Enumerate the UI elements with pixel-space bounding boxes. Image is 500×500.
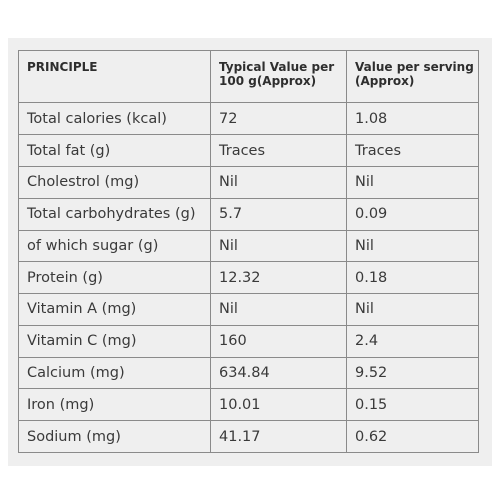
table-row: Total carbohydrates (g) 5.7 0.09 <box>18 197 479 231</box>
value-per-100g: 72 <box>210 102 347 136</box>
value-per-100g: 41.17 <box>210 420 347 453</box>
value-per-100g: Nil <box>210 293 347 326</box>
table-row: Iron (mg) 10.01 0.15 <box>18 388 479 422</box>
nutrient-name: Calcium (mg) <box>18 356 211 390</box>
table-row: Sodium (mg) 41.17 0.62 <box>18 420 479 453</box>
value-per-100g: 160 <box>210 324 347 358</box>
table-row: Cholestrol (mg) Nil Nil <box>18 165 479 199</box>
nutrition-table: PRINCIPLE Typical Value per 100 g(Approx… <box>18 49 479 453</box>
value-per-serving: 0.15 <box>346 388 479 422</box>
value-per-serving: 0.18 <box>346 261 479 295</box>
header-principle: PRINCIPLE <box>18 49 211 104</box>
header-value-per-serving: Value per serving (Approx) <box>346 49 479 104</box>
table-header-row: PRINCIPLE Typical Value per 100 g(Approx… <box>18 49 479 104</box>
table-row: Protein (g) 12.32 0.18 <box>18 261 479 295</box>
table-row: Total calories (kcal) 72 1.08 <box>18 102 479 136</box>
value-per-100g: 12.32 <box>210 261 347 295</box>
table-row: Vitamin C (mg) 160 2.4 <box>18 324 479 358</box>
nutrient-name: Protein (g) <box>18 261 211 295</box>
nutrient-name: Iron (mg) <box>18 388 211 422</box>
value-per-serving: 0.09 <box>346 197 479 231</box>
nutrient-name: Total carbohydrates (g) <box>18 197 211 231</box>
value-per-100g: 634.84 <box>210 356 347 390</box>
table-row: of which sugar (g) Nil Nil <box>18 229 479 263</box>
nutrient-name: Total fat (g) <box>18 134 211 167</box>
value-per-serving: 1.08 <box>346 102 479 136</box>
value-per-serving: Nil <box>346 165 479 199</box>
table-row: Calcium (mg) 634.84 9.52 <box>18 356 479 390</box>
nutrient-name: Vitamin A (mg) <box>18 293 211 326</box>
value-per-serving: Nil <box>346 229 479 263</box>
nutrient-name: of which sugar (g) <box>18 229 211 263</box>
value-per-100g: Nil <box>210 229 347 263</box>
value-per-serving: Nil <box>346 293 479 326</box>
value-per-100g: Nil <box>210 165 347 199</box>
nutrient-name: Sodium (mg) <box>18 420 211 453</box>
value-per-100g: 10.01 <box>210 388 347 422</box>
nutrient-name: Vitamin C (mg) <box>18 324 211 358</box>
nutrient-name: Cholestrol (mg) <box>18 165 211 199</box>
value-per-serving: 2.4 <box>346 324 479 358</box>
value-per-100g: 5.7 <box>210 197 347 231</box>
header-value-per-100g: Typical Value per 100 g(Approx) <box>210 49 347 104</box>
table-row: Total fat (g) Traces Traces <box>18 134 479 167</box>
nutrient-name: Total calories (kcal) <box>18 102 211 136</box>
value-per-serving: 9.52 <box>346 356 479 390</box>
value-per-100g: Traces <box>210 134 347 167</box>
value-per-serving: 0.62 <box>346 420 479 453</box>
value-per-serving: Traces <box>346 134 479 167</box>
table-row: Vitamin A (mg) Nil Nil <box>18 293 479 326</box>
